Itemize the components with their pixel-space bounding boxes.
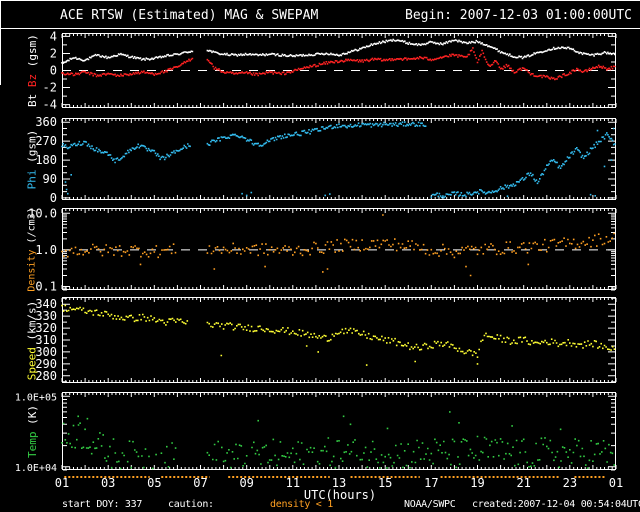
y-tick-label: 340	[35, 297, 57, 311]
x-tick-label: 13	[332, 476, 346, 490]
ylabel-part: Temp	[25, 424, 39, 458]
y-tick-label: 270	[35, 134, 57, 148]
series-Density	[61, 214, 615, 277]
panel-phi: 360 270 180 90 0	[35, 115, 617, 205]
x-axis-tick-labels: 01 03 05 07 09 11 13 15 17 19 21 23 01	[55, 476, 623, 490]
panel-frame	[62, 392, 616, 470]
y-tick-label: 320	[35, 321, 57, 335]
ylabel-part: (gsm)	[25, 129, 39, 163]
panel-frame	[62, 297, 616, 383]
x-tick-label: 09	[239, 476, 253, 490]
y-tick-label: 360	[35, 115, 57, 129]
ylabel-part: Density	[26, 242, 38, 292]
panel-frame	[62, 208, 616, 290]
y-tick-label: 90	[43, 172, 57, 186]
y-axis-label-temp: Temp (K)	[18, 392, 46, 470]
y-tick-label: 330	[35, 309, 57, 323]
y-tick-label: 1.0	[35, 243, 57, 257]
x-tick-label: 11	[286, 476, 300, 490]
start-doy-text: start DOY: 337	[62, 499, 143, 510]
ylabel-part: Speed	[25, 340, 39, 380]
series-Temp	[61, 411, 615, 470]
x-tick-label: 03	[101, 476, 115, 490]
y-tick-label: 280	[35, 369, 57, 383]
y-axis-label-mag: Bt Bz (gsm)	[18, 33, 46, 108]
y-axis-label-density: Density (/cm3)	[18, 206, 46, 292]
y-tick-label: 290	[35, 357, 57, 371]
ylabel-part: (/cm3)	[26, 206, 38, 243]
x-tick-label: 19	[470, 476, 484, 490]
ylabel-part: Bz	[25, 67, 39, 88]
x-tick-label: 05	[147, 476, 161, 490]
panel-frame	[62, 118, 616, 200]
y-tick-label: -2	[43, 81, 57, 95]
axis-ticks	[61, 119, 617, 199]
y-tick-label: 300	[35, 345, 57, 359]
ylabel-part: Bt	[25, 87, 39, 107]
y-axis-label-phi: Phi (gsm)	[18, 118, 46, 200]
x-tick-label: 07	[193, 476, 207, 490]
series-Bz	[61, 47, 616, 81]
y-tick-label: 0.1	[35, 279, 57, 293]
y-tick-label: 180	[35, 153, 57, 167]
y-tick-label: 1.0E+04	[15, 463, 57, 474]
y-tick-label: 0	[50, 191, 57, 205]
x-tick-label: 17	[424, 476, 438, 490]
ylabel-part: (gsm)	[25, 34, 39, 68]
x-tick-label: 21	[516, 476, 530, 490]
y-tick-label: 4	[50, 29, 57, 43]
y-tick-label: -4	[43, 98, 57, 112]
begin-timestamp: Begin: 2007-12-03 01:00:00UTC	[405, 8, 632, 23]
ylabel-part: Phi	[25, 162, 39, 189]
series-Phi	[61, 121, 616, 199]
panel-density: 10.0 1.0 0.1	[28, 206, 617, 293]
page-title: ACE RTSW (Estimated) MAG & SWEPAM	[60, 8, 319, 23]
series-Speed	[61, 304, 616, 366]
x-tick-label: 23	[563, 476, 577, 490]
y-axis-label-speed: Speed (km/s)	[18, 297, 46, 383]
y-tick-label: 2	[50, 46, 57, 60]
y-tick-label: 0	[50, 64, 57, 78]
x-tick-label: 01	[55, 476, 69, 490]
panel-mag: 4 2 0 -2 -4	[43, 29, 617, 112]
caution-value: density < 1	[270, 499, 333, 510]
image-border-lines	[0, 0, 640, 85]
axis-ticks	[61, 34, 617, 107]
series-Bt	[61, 38, 616, 64]
ylabel-part: (km/s)	[25, 300, 39, 340]
y-tick-label: 10.0	[28, 206, 57, 220]
axis-ticks	[61, 209, 617, 291]
x-axis-label: UTC(hours)	[303, 488, 377, 502]
x-tick-label: 01	[609, 476, 623, 490]
axis-ticks	[61, 393, 617, 471]
caution-label: caution:	[168, 499, 214, 510]
agency-text: NOAA/SWPC	[404, 499, 456, 510]
panel-temp: 1.0E+05 1.0E+04	[15, 392, 617, 474]
axis-ticks	[61, 297, 617, 383]
ylabel-part: (K)	[25, 404, 39, 425]
y-tick-label: 310	[35, 333, 57, 347]
x-tick-label: 15	[378, 476, 392, 490]
created-timestamp: created:2007-12-04 00:54:04UTC	[472, 499, 640, 510]
y-tick-label: 1.0E+05	[15, 392, 57, 403]
